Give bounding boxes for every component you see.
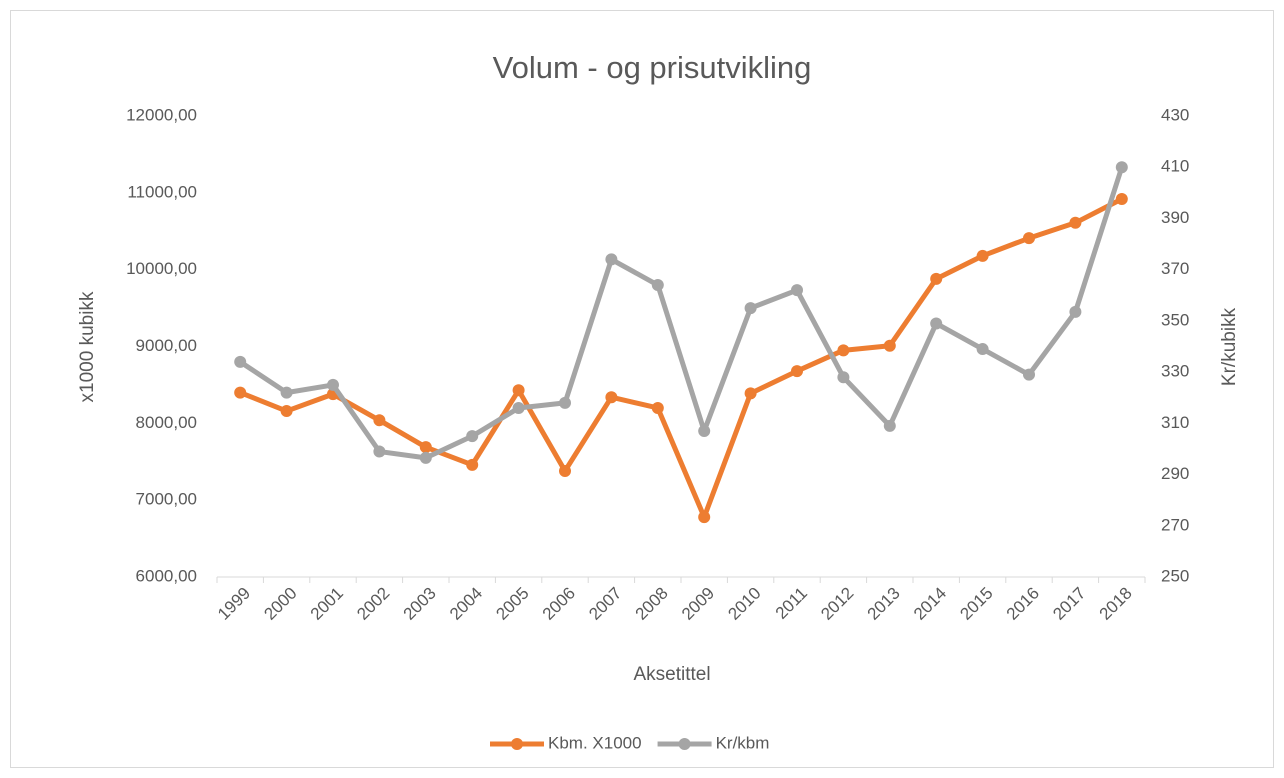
y2-tick-label: 330 <box>1161 362 1189 381</box>
y-tick-label: 9000,00 <box>136 336 197 355</box>
series-line <box>238 166 1125 461</box>
x-axis-title: Aksetittel <box>633 664 710 685</box>
data-point <box>559 464 571 477</box>
data-point <box>234 386 247 399</box>
data-point <box>373 445 386 458</box>
data-point <box>1115 192 1128 205</box>
data-point <box>605 391 618 404</box>
y2-tick-label: 430 <box>1161 105 1189 124</box>
legend-label: Kr/kbm <box>716 733 770 752</box>
legend-marker <box>678 738 691 750</box>
y2-tick-label: 410 <box>1161 157 1189 176</box>
data-point <box>976 343 989 356</box>
data-point <box>466 458 479 471</box>
data-point <box>559 396 571 409</box>
data-point <box>791 365 803 378</box>
y2-tick-label: 390 <box>1161 208 1189 227</box>
data-point <box>419 451 432 464</box>
y-axis-title: x1000 kubikk <box>77 291 98 402</box>
data-point <box>651 279 664 292</box>
y2-tick-label: 250 <box>1161 566 1189 585</box>
data-point <box>280 386 293 399</box>
y2-tick-label: 370 <box>1161 259 1189 278</box>
y2-tick-label: 290 <box>1161 464 1189 483</box>
data-point <box>512 384 525 397</box>
data-point <box>930 272 943 285</box>
chart-title: Volum - og prisutvikling <box>493 50 812 85</box>
y2-axis-title: Kr/kubikk <box>1219 307 1240 386</box>
data-point <box>234 355 247 368</box>
y-tick-label: 7000,00 <box>136 490 197 509</box>
data-point <box>1069 305 1082 318</box>
data-point <box>837 344 850 357</box>
y2-tick-label: 270 <box>1161 515 1189 534</box>
y2-tick-label: 350 <box>1161 310 1189 329</box>
data-point <box>419 441 432 454</box>
chart-frame <box>10 10 1274 768</box>
data-point <box>744 387 757 400</box>
legend-marker <box>511 738 523 750</box>
data-point <box>280 405 293 418</box>
data-point <box>1023 368 1035 381</box>
data-point <box>1115 161 1128 174</box>
data-point <box>327 378 339 391</box>
data-point <box>1023 232 1035 245</box>
series-line <box>239 196 1123 520</box>
data-point <box>744 302 757 315</box>
data-point <box>930 317 943 330</box>
legend-label: Kbm. X1000 <box>548 733 642 752</box>
data-point <box>605 253 618 266</box>
data-point <box>837 371 850 384</box>
data-point <box>976 249 989 262</box>
y2-tick-label: 310 <box>1161 413 1189 432</box>
y-tick-label: 6000,00 <box>136 566 197 585</box>
data-point <box>698 425 711 438</box>
y-tick-label: 12000,00 <box>126 105 197 124</box>
y-tick-label: 11000,00 <box>127 182 197 201</box>
data-point <box>1069 216 1082 229</box>
y-tick-label: 10000,00 <box>126 259 197 278</box>
data-point <box>791 284 803 297</box>
data-point <box>466 430 479 443</box>
data-point <box>651 401 664 414</box>
data-point <box>373 414 386 427</box>
data-point <box>698 511 711 524</box>
data-point <box>883 339 896 352</box>
data-point <box>883 419 896 432</box>
y-tick-label: 8000,00 <box>136 413 197 432</box>
data-point <box>512 401 525 414</box>
